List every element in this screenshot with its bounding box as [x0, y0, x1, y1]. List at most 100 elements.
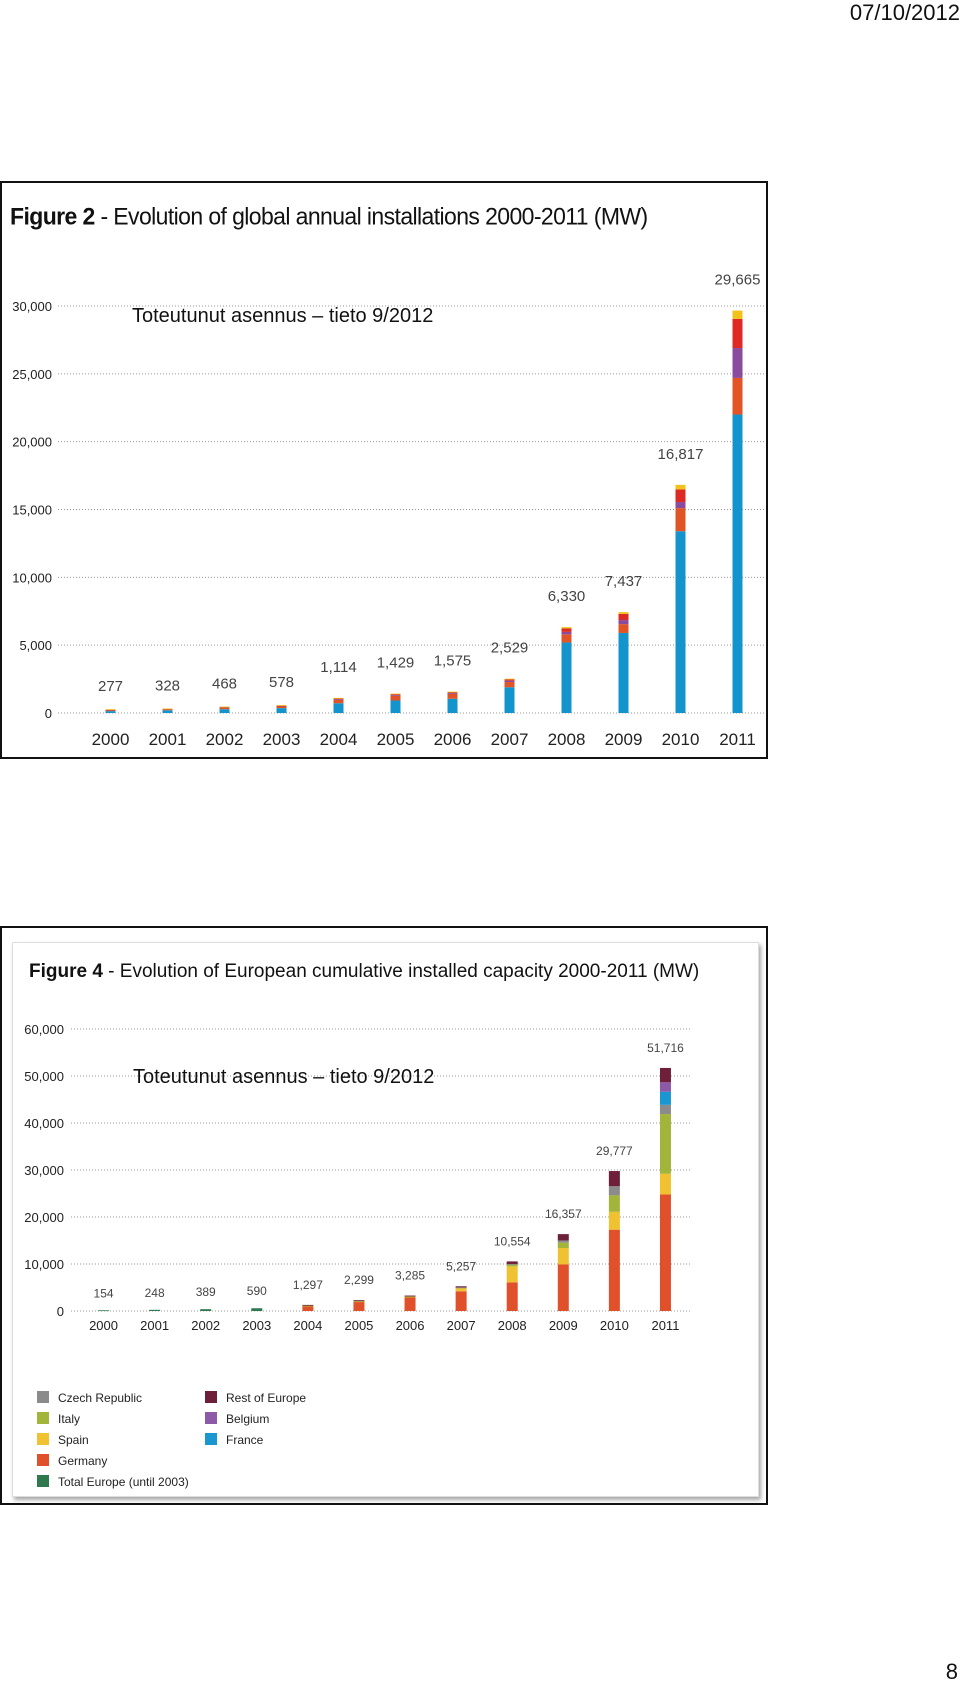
x-tick-label: 2005 [377, 730, 415, 749]
bar-segment [390, 693, 401, 695]
total-data-label: 154 [94, 1286, 114, 1300]
x-tick-label: 2002 [206, 730, 244, 749]
bar-segment [219, 709, 230, 713]
bar-segment [557, 1234, 569, 1241]
bar-segment [732, 414, 743, 713]
y-tick-label: 40,000 [24, 1116, 64, 1131]
bar-segment [276, 708, 287, 713]
bar-segment [447, 692, 458, 693]
bar-segment [506, 1263, 518, 1265]
bar-segment [98, 1310, 110, 1312]
total-data-label: 389 [196, 1285, 216, 1299]
bar-segment [608, 1211, 620, 1230]
bar-segment [557, 1242, 569, 1249]
bar-segment [404, 1295, 416, 1297]
bar-segment [105, 711, 116, 713]
legend-label: Belgium [226, 1412, 270, 1426]
figure-global-annual-installations: Figure 2 - Evolution of global annual in… [0, 181, 768, 759]
x-tick-label: 2007 [447, 1318, 476, 1333]
bar-segment [675, 508, 686, 532]
bar-segment [504, 678, 515, 680]
legend-swatch [37, 1433, 49, 1445]
bar-segment [561, 631, 572, 635]
y-tick-label: 15,000 [12, 503, 52, 518]
bar-segment [276, 705, 287, 706]
bar-segment [276, 705, 287, 709]
bar-segment [162, 710, 173, 713]
bar-segment [608, 1186, 620, 1196]
legend-item: Belgium [205, 1412, 269, 1426]
bar-segment [659, 1173, 671, 1195]
figure-caption: - Evolution of European cumulative insta… [102, 961, 700, 982]
x-tick-label: 2000 [89, 1318, 118, 1333]
bar-segment [557, 1248, 569, 1265]
bar-segment [333, 703, 344, 713]
bar-segment [659, 1067, 671, 1083]
bar-segment [353, 1301, 365, 1311]
bar-segment [608, 1195, 620, 1212]
bar-segment [618, 624, 629, 633]
bar-segment [333, 699, 344, 704]
total-data-label: 277 [98, 678, 123, 695]
total-data-label: 6,330 [548, 588, 586, 605]
bar-segment [504, 679, 515, 681]
legend-label: Spain [58, 1433, 89, 1447]
total-data-label: 1,114 [320, 659, 356, 676]
total-data-label: 248 [145, 1286, 165, 1300]
legend-item: Spain [37, 1433, 89, 1447]
bar-segment [557, 1264, 569, 1311]
bar-segment [561, 634, 572, 643]
bar-segment [302, 1304, 314, 1306]
x-tick-label: 2006 [396, 1318, 425, 1333]
european-capacity-bar-chart: 0 10,000 20,000 30,000 40,000 50,000 60,000 200… [24, 1022, 691, 1333]
total-data-label: 51,716 [647, 1041, 684, 1055]
legend-label: Rest of Europe [226, 1391, 307, 1405]
bar-segment [506, 1264, 518, 1267]
bar-segment [506, 1261, 518, 1264]
x-tick-label: 2010 [600, 1318, 629, 1333]
bar-segment [390, 695, 401, 701]
bar-segment [333, 698, 344, 700]
bar-segment [659, 1194, 671, 1311]
figure-number: Figure 4 [29, 961, 103, 982]
legend-swatch [37, 1454, 49, 1466]
total-data-label: 16,817 [658, 446, 704, 463]
legend-item: Total Europe (until 2003) [37, 1475, 189, 1489]
y-tick-label: 25,000 [12, 367, 52, 382]
global-installations-bar-chart: 0 5,000 10,000 15,000 20,000 25,000 30,000 2000… [12, 272, 766, 749]
bar-segment [333, 697, 344, 699]
bar-segment [618, 632, 629, 713]
bar-segment [618, 613, 629, 621]
legend-item: Germany [37, 1454, 107, 1468]
total-data-label: 2,529 [491, 640, 529, 657]
x-tick-label: 2011 [719, 730, 756, 749]
bar-segment [732, 318, 743, 349]
legend-item: Italy [37, 1412, 80, 1426]
legend-item: France [205, 1433, 263, 1447]
x-tick-label: 2010 [662, 730, 700, 749]
y-tick-label: 30,000 [24, 1163, 64, 1178]
total-data-label: 1,575 [434, 653, 472, 670]
total-data-label: 1,297 [293, 1278, 323, 1292]
bar-segment [404, 1296, 416, 1298]
y-tick-label: 20,000 [24, 1210, 64, 1225]
bar-segment [608, 1229, 620, 1311]
bar-segment [608, 1171, 620, 1187]
y-tick-label: 0 [57, 1304, 64, 1319]
legend-label: Czech Republic [58, 1391, 143, 1405]
legend-swatch [37, 1412, 49, 1424]
total-data-label: 2,299 [344, 1273, 374, 1287]
bar-segment [675, 502, 686, 509]
legend-swatch [205, 1412, 217, 1424]
y-tick-label: 30,000 [12, 299, 52, 314]
x-tick-label: 2006 [434, 730, 472, 749]
legend-item: Czech Republic [37, 1391, 142, 1405]
figure-title: Figure 2 - Evolution of global annual in… [10, 202, 648, 230]
bar-segment [219, 706, 230, 708]
y-tick-label: 60,000 [24, 1022, 64, 1037]
bar-segment [455, 1287, 467, 1292]
figure-european-cumulative-capacity: Figure 4 - Evolution of European cumulat… [0, 926, 768, 1505]
bar-segment [447, 698, 458, 713]
bar-segment [561, 642, 572, 713]
bar-segment [618, 612, 629, 614]
